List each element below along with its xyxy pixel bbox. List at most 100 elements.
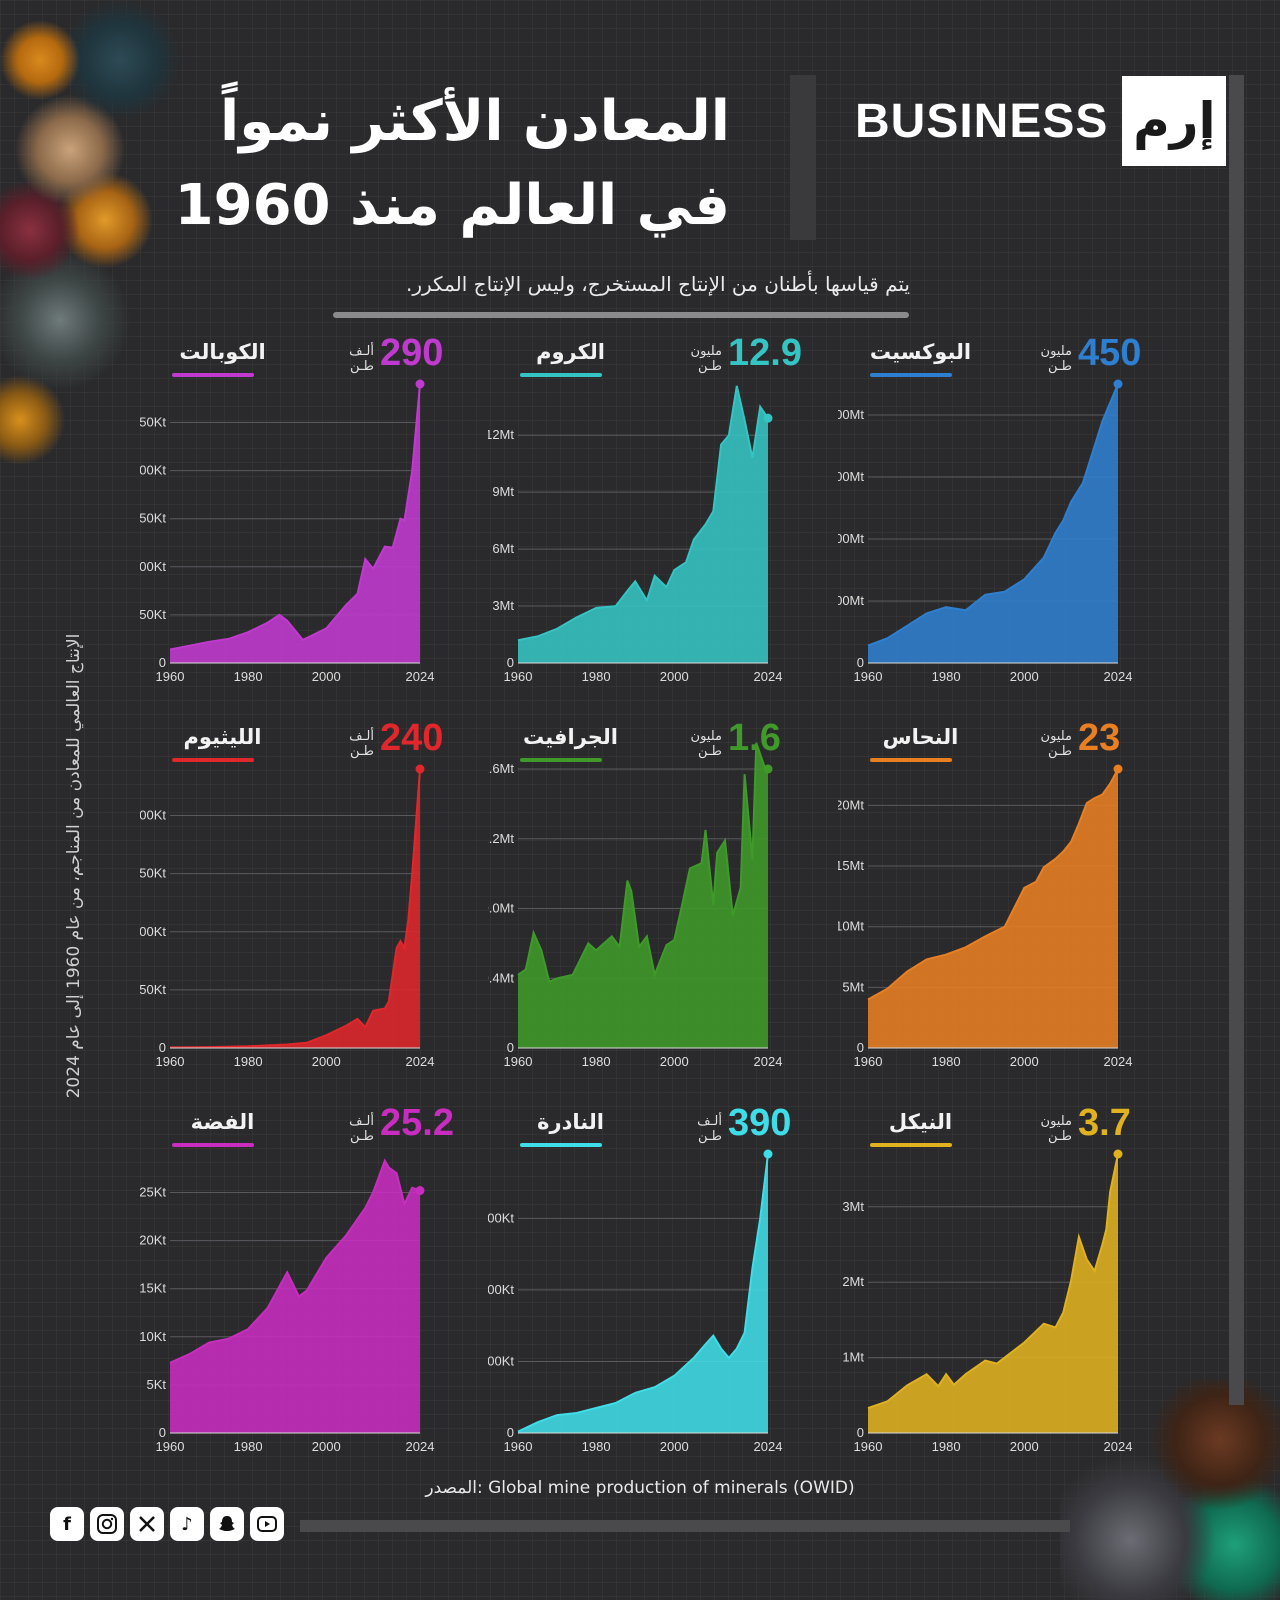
x-tick-label: 2024 xyxy=(406,1439,435,1454)
x-tick-label: 1960 xyxy=(156,1439,185,1454)
chart-plot: 0 100Kt 200Kt 300Kt 1960 1980 2000 2024 xyxy=(488,1149,782,1454)
chart-unit: مليون طـن xyxy=(998,729,1072,759)
y-tick-label: 100Kt xyxy=(488,1353,514,1368)
title-line-1: المعادن الأكثر نمواً xyxy=(220,89,730,154)
latest-point xyxy=(1113,379,1123,389)
chart-title-underline xyxy=(870,758,952,762)
y-tick-label: 5Kt xyxy=(146,1377,166,1392)
x-tick-label: 2000 xyxy=(660,669,689,684)
chart-plot: 0 1Mt 2Mt 3Mt 1960 1980 2000 2024 xyxy=(842,1149,1132,1454)
chart-panel: 0 1Mt 2Mt 3Mt 1960 1980 2000 2024 النيكل مليون طـن… xyxy=(838,1102,1168,1480)
y-tick-label: 0 xyxy=(159,655,166,670)
chart-latest-value: 12.9 xyxy=(728,332,802,374)
y-tick-label: 1Mt xyxy=(842,1350,864,1365)
y-tick-label: 250Kt xyxy=(140,414,166,429)
chart-title: النيكل xyxy=(888,1110,953,1134)
chart-unit-line-1: مليون xyxy=(690,344,722,359)
x-tick-label: 1960 xyxy=(504,1054,533,1069)
instagram-icon[interactable] xyxy=(90,1507,124,1541)
y-tick-label: 200Kt xyxy=(140,808,166,823)
chart-title-underline xyxy=(172,1143,254,1147)
x-tick-label: 2024 xyxy=(1104,1054,1133,1069)
social-icons: f ♪ xyxy=(50,1507,284,1541)
chart-latest-value: 240 xyxy=(380,717,444,759)
x-tick-label: 1980 xyxy=(582,1439,611,1454)
chart-plot: 0 0.4Mt 0.0Mt 1.2Mt 1.6Mt 1960 1980 2000 2024 xyxy=(488,742,782,1069)
x-tick-label: 1960 xyxy=(504,1439,533,1454)
youtube-icon[interactable] xyxy=(250,1507,284,1541)
right-frame-bar xyxy=(1229,75,1244,1405)
series-area xyxy=(868,384,1118,663)
facebook-icon[interactable]: f xyxy=(50,1507,84,1541)
y-tick-label: 1.2Mt xyxy=(488,831,514,846)
x-tick-label: 1980 xyxy=(234,669,263,684)
latest-point xyxy=(763,764,773,774)
y-tick-label: 100Mt xyxy=(838,593,864,608)
chart-unit-line-1: ألـف xyxy=(349,1114,374,1129)
chart-title-underline xyxy=(520,373,602,377)
y-tick-label: 0.0Mt xyxy=(488,901,514,916)
series-line xyxy=(517,742,769,984)
chart-unit-line-2: طـن xyxy=(697,1129,722,1144)
chart-plot: 0 100Mt 200Mt 300Mt 400Mt 1960 1980 2000 2024 xyxy=(838,379,1132,684)
chart-plot: 0 5Mt 10Mt 15Mt 20Mt 1960 1980 2000 2024 xyxy=(838,764,1133,1069)
chart-title-underline xyxy=(520,758,602,762)
y-tick-label: 5Mt xyxy=(842,979,864,994)
x-icon[interactable] xyxy=(130,1507,164,1541)
series-line xyxy=(517,1153,769,1433)
x-tick-label: 2000 xyxy=(1010,1054,1039,1069)
latest-point xyxy=(415,764,425,774)
logo-mark: إرم xyxy=(1122,76,1227,166)
chart-latest-value: 3.7 xyxy=(1078,1102,1131,1144)
y-tick-label: 150Kt xyxy=(140,511,166,526)
minerals-image-top-left xyxy=(0,0,200,480)
x-tick-label: 2000 xyxy=(660,1439,689,1454)
y-tick-label: 0 xyxy=(159,1040,166,1055)
x-tick-label: 1960 xyxy=(156,1054,185,1069)
chart-unit-line-2: طـن xyxy=(349,744,374,759)
chart-panel: 0 0.4Mt 0.0Mt 1.2Mt 1.6Mt 1960 1980 2000 2024 الج… xyxy=(488,717,818,1095)
y-tick-label: 20Kt xyxy=(140,1233,166,1248)
x-tick-label: 2000 xyxy=(312,1439,341,1454)
title-line-2: في العالم منذ 1960 xyxy=(174,173,730,238)
y-tick-label: 0 xyxy=(857,655,864,670)
y-tick-label: 200Kt xyxy=(488,1282,514,1297)
y-tick-label: 400Mt xyxy=(838,407,864,422)
snapchat-icon[interactable] xyxy=(210,1507,244,1541)
header-divider xyxy=(790,75,816,240)
y-tick-label: 10Kt xyxy=(140,1329,166,1344)
series-line xyxy=(517,385,769,642)
chart-panel: 0 50Kt 100Kt 150Kt 200Kt 250Kt 1960 1980 2000 202… xyxy=(140,332,470,710)
chart-unit: مليون طـن xyxy=(648,344,722,374)
y-tick-label: 150Kt xyxy=(140,866,166,881)
chart-unit-line-1: مليون xyxy=(1040,344,1072,359)
subtitle-underline xyxy=(333,312,909,318)
x-tick-label: 2000 xyxy=(312,669,341,684)
chart-title-underline xyxy=(520,1143,602,1147)
latest-point xyxy=(415,1186,425,1196)
series-area xyxy=(170,1160,420,1433)
y-tick-label: 25Kt xyxy=(140,1184,166,1199)
y-tick-label: 1.6Mt xyxy=(488,761,514,776)
chart-title: الكروم xyxy=(536,340,605,364)
chart-unit: ألـف طـن xyxy=(300,344,374,374)
chart-title: الفضة xyxy=(190,1110,255,1134)
chart-title: النحاس xyxy=(882,725,959,749)
chart-panel: 0 5Kt 10Kt 15Kt 20Kt 25Kt 1960 1980 2000 2024 الفض… xyxy=(140,1102,470,1480)
y-tick-label: 0 xyxy=(857,1040,864,1055)
chart-panel: 0 100Kt 200Kt 300Kt 1960 1980 2000 2024 النادرة أ… xyxy=(488,1102,818,1480)
source-note: المصدر: Global mine production of minera… xyxy=(425,1478,855,1498)
chart-latest-value: 290 xyxy=(380,332,444,374)
tiktok-icon[interactable]: ♪ xyxy=(170,1507,204,1541)
y-tick-label: 50Kt xyxy=(140,982,166,997)
chart-unit: مليون طـن xyxy=(998,344,1072,374)
chart-plot: 0 3Mt 6Mt 9Mt 12Mt 1960 1980 2000 2024 xyxy=(488,385,782,684)
chart-unit: مليون طـن xyxy=(998,1114,1072,1144)
x-tick-label: 1980 xyxy=(582,669,611,684)
y-tick-label: 3Mt xyxy=(492,598,514,613)
series-area xyxy=(170,384,420,663)
latest-point xyxy=(763,413,773,423)
page-title: المعادن الأكثر نمواً في العالم منذ 1960 xyxy=(170,80,730,248)
y-tick-label: 9Mt xyxy=(492,484,514,499)
chart-latest-value: 390 xyxy=(728,1102,792,1144)
